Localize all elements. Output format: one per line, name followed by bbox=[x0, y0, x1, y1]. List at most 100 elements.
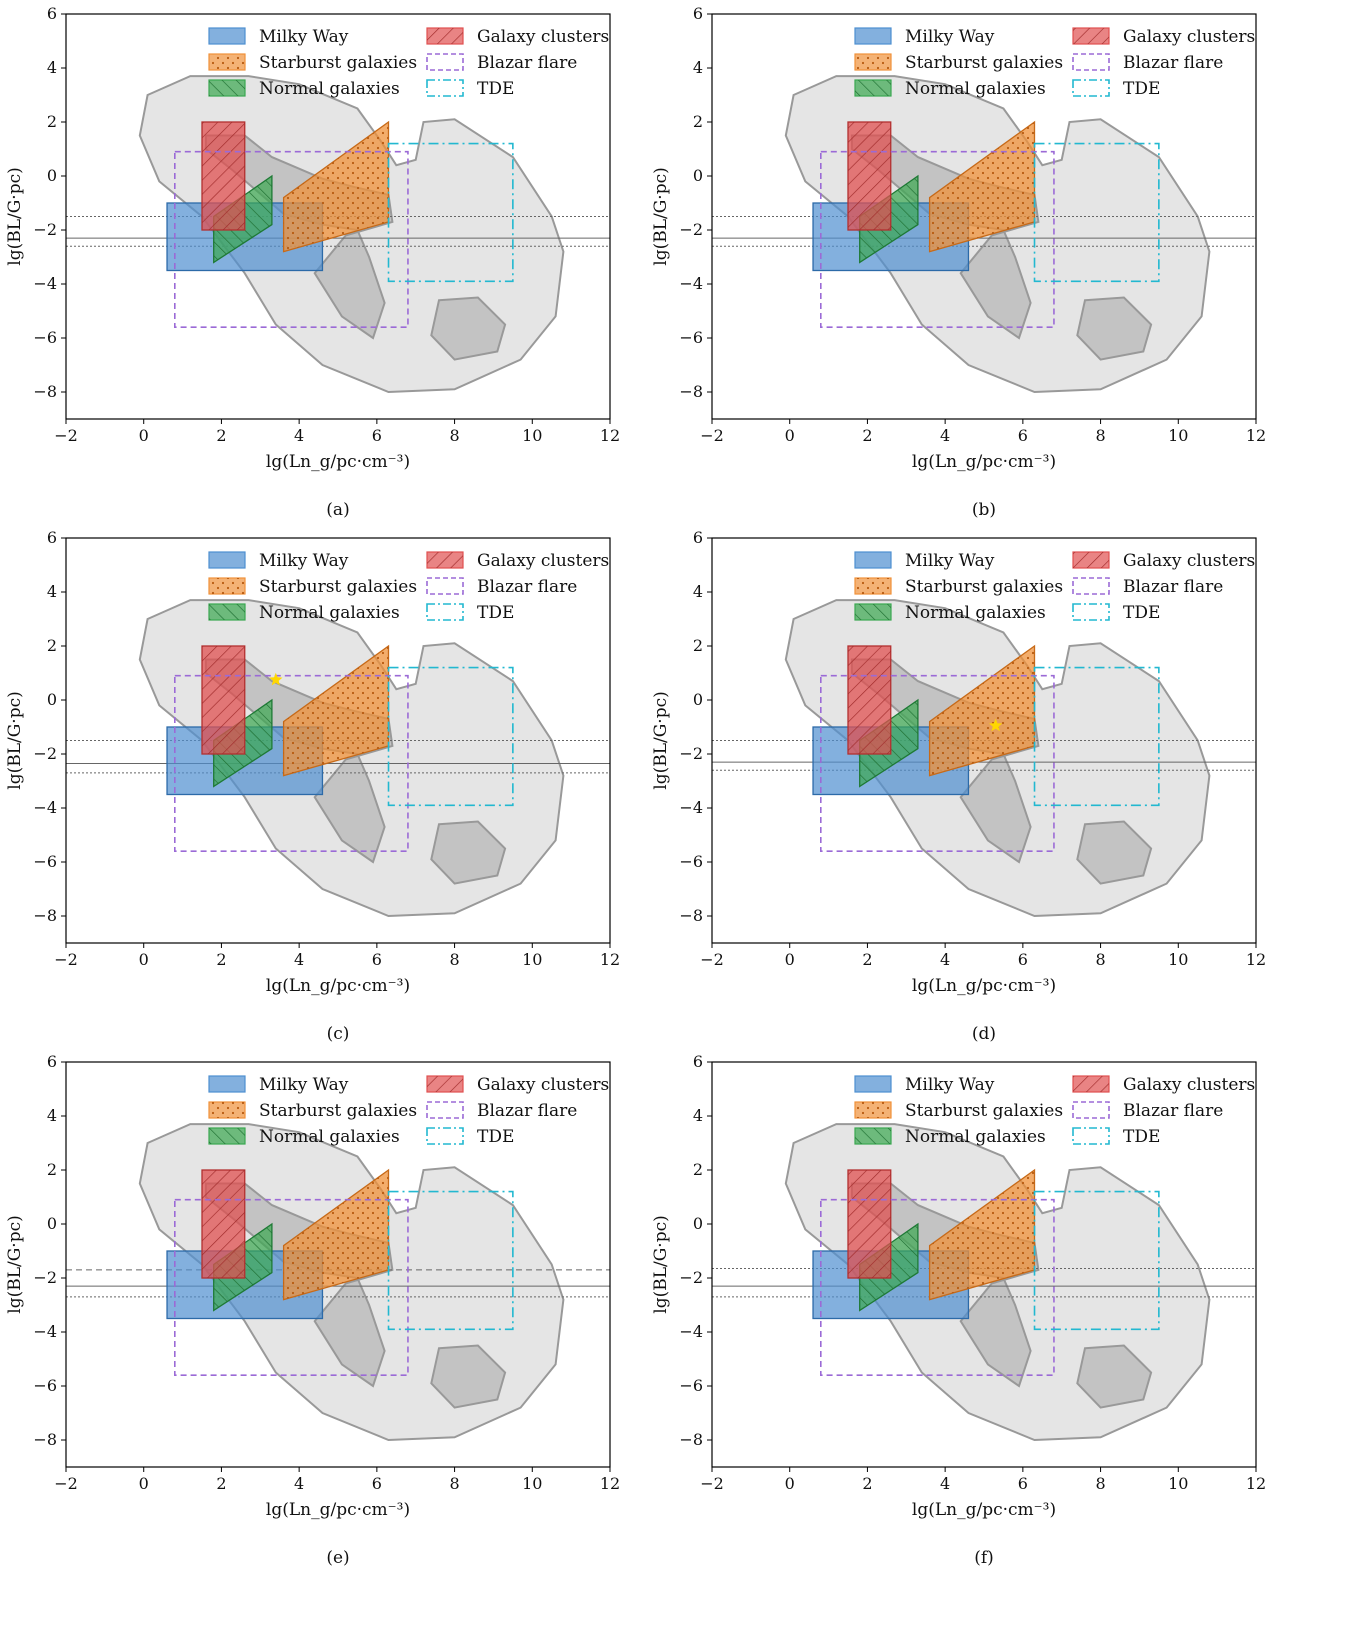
density-contour-blob bbox=[430, 296, 507, 361]
y-tick-label: 2 bbox=[693, 1160, 703, 1179]
y-tick-label: 6 bbox=[47, 1052, 57, 1071]
legend-swatch-pattern bbox=[855, 1102, 891, 1118]
y-tick-label: −4 bbox=[679, 1322, 703, 1341]
x-tick-label: 6 bbox=[372, 426, 382, 445]
y-tick-label: 0 bbox=[693, 166, 703, 185]
legend-swatch-pattern bbox=[855, 1128, 891, 1144]
legend-swatch-blazar-flare bbox=[426, 577, 464, 595]
x-tick-label: 4 bbox=[294, 950, 304, 969]
legend-label: Starburst galaxies bbox=[905, 1101, 1063, 1121]
legend-swatch-pattern bbox=[1073, 28, 1109, 44]
x-tick-label: 6 bbox=[1018, 426, 1028, 445]
y-axis-label: lg(BL/G·pc) bbox=[5, 1215, 25, 1313]
legend-swatch-pattern bbox=[209, 578, 245, 594]
x-tick-label: 4 bbox=[940, 1474, 950, 1493]
legend-swatch-milky-way bbox=[854, 551, 892, 569]
x-tick-label: 0 bbox=[785, 1474, 795, 1493]
legend-swatch-pattern bbox=[209, 80, 245, 96]
legend-label: Normal galaxies bbox=[259, 603, 400, 623]
star-marker bbox=[989, 718, 1003, 732]
legend-label: Normal galaxies bbox=[905, 1127, 1046, 1147]
y-tick-label: −8 bbox=[33, 1430, 57, 1449]
legend-swatch-blazar-flare bbox=[1072, 53, 1110, 71]
x-tick-label: −2 bbox=[54, 426, 78, 445]
legend-label: Milky Way bbox=[259, 1075, 349, 1095]
legend-label: TDE bbox=[477, 603, 514, 623]
y-tick-label: 4 bbox=[693, 58, 703, 77]
x-tick-label: 8 bbox=[1095, 950, 1105, 969]
x-tick-label: −2 bbox=[700, 426, 724, 445]
x-axis-label: lg(Ln_g/pc·cm⁻³) bbox=[266, 976, 410, 996]
region-tde bbox=[387, 1190, 514, 1331]
legend-label: Blazar flare bbox=[1123, 53, 1223, 73]
x-tick-label: −2 bbox=[54, 1474, 78, 1493]
legend-label: Starburst galaxies bbox=[905, 577, 1063, 597]
x-tick-label: 2 bbox=[862, 950, 872, 969]
y-tick-label: −8 bbox=[33, 906, 57, 925]
y-tick-label: 6 bbox=[693, 1052, 703, 1071]
y-tick-label: 6 bbox=[47, 4, 57, 23]
x-tick-label: 10 bbox=[1168, 426, 1188, 445]
region-blazar-flare bbox=[174, 674, 409, 853]
legend-label: Normal galaxies bbox=[905, 79, 1046, 99]
legend: Milky Way Galaxy clusters Starburst galaxi… bbox=[854, 27, 1255, 99]
x-axis-label: lg(Ln_g/pc·cm⁻³) bbox=[912, 452, 1056, 472]
y-tick-label: 4 bbox=[47, 1106, 57, 1125]
x-tick-label: 2 bbox=[216, 1474, 226, 1493]
y-tick-label: 0 bbox=[693, 1214, 703, 1233]
x-tick-label: 4 bbox=[940, 950, 950, 969]
region-starburst-galaxies-pattern bbox=[283, 1170, 389, 1300]
y-tick-label: 6 bbox=[693, 4, 703, 23]
legend-label: Starburst galaxies bbox=[259, 1101, 417, 1121]
legend-swatch-milky-way bbox=[854, 27, 892, 45]
y-tick-label: −2 bbox=[679, 744, 703, 763]
axes-frame bbox=[711, 537, 1257, 944]
legend-label: Starburst galaxies bbox=[259, 577, 417, 597]
legend-label: Blazar flare bbox=[477, 53, 577, 73]
x-tick-label: 10 bbox=[1168, 1474, 1188, 1493]
x-tick-label: 10 bbox=[522, 950, 542, 969]
x-tick-label: 8 bbox=[449, 1474, 459, 1493]
legend: Milky Way Galaxy clusters Starburst galaxi… bbox=[854, 551, 1255, 623]
region-blazar-flare bbox=[819, 1198, 1055, 1376]
y-tick-label: −8 bbox=[679, 1430, 703, 1449]
x-tick-label: 12 bbox=[1246, 950, 1266, 969]
legend-swatch-milky-way bbox=[208, 1075, 246, 1093]
legend-swatch-pattern bbox=[855, 80, 891, 96]
region-starburst-galaxies-pattern bbox=[929, 646, 1035, 776]
panel-b: −2 0 2 4 6 8 10 12 −8 −6 −4 −2 0 2 4 6 lg(Ln_g/pc·cm⁻³) l… bbox=[651, 4, 1266, 520]
y-tick-label: −2 bbox=[33, 744, 57, 763]
y-tick-label: −6 bbox=[33, 328, 57, 347]
x-axis-label: lg(Ln_g/pc·cm⁻³) bbox=[266, 1500, 410, 1520]
x-tick-label: −2 bbox=[700, 950, 724, 969]
axes-frame bbox=[65, 13, 611, 420]
density-contour-blob bbox=[430, 820, 507, 885]
legend-swatch-tde bbox=[426, 79, 464, 97]
y-tick-label: −4 bbox=[679, 798, 703, 817]
x-tick-label: 10 bbox=[522, 426, 542, 445]
plot-area bbox=[712, 1123, 1256, 1442]
star-marker bbox=[269, 672, 283, 686]
axes-frame bbox=[711, 13, 1257, 420]
y-tick-label: 2 bbox=[693, 112, 703, 131]
x-tick-label: 0 bbox=[139, 950, 149, 969]
legend-swatch-tde bbox=[1072, 1127, 1110, 1145]
legend-swatch-blazar-flare bbox=[426, 53, 464, 71]
panel-caption: (c) bbox=[327, 1024, 350, 1044]
legend-swatch-pattern bbox=[855, 578, 891, 594]
legend-swatch-pattern bbox=[855, 54, 891, 70]
x-tick-label: 12 bbox=[600, 1474, 620, 1493]
y-tick-label: 4 bbox=[47, 582, 57, 601]
panel-f: −2 0 2 4 6 8 10 12 −8 −6 −4 −2 0 2 4 6 lg(Ln_g/pc·cm⁻³) l… bbox=[651, 1052, 1266, 1568]
panel-caption: (f) bbox=[974, 1548, 994, 1568]
axes-frame bbox=[711, 1061, 1257, 1468]
legend-swatch-pattern bbox=[855, 604, 891, 620]
legend-swatch-blazar-flare bbox=[1072, 577, 1110, 595]
legend-swatch-blazar-flare bbox=[426, 1101, 464, 1119]
region-tde bbox=[1033, 666, 1160, 807]
x-tick-label: 8 bbox=[1095, 1474, 1105, 1493]
region-blazar-flare bbox=[174, 150, 409, 328]
y-tick-label: 2 bbox=[693, 636, 703, 655]
legend-swatch-milky-way bbox=[208, 551, 246, 569]
axes-frame bbox=[65, 537, 611, 944]
